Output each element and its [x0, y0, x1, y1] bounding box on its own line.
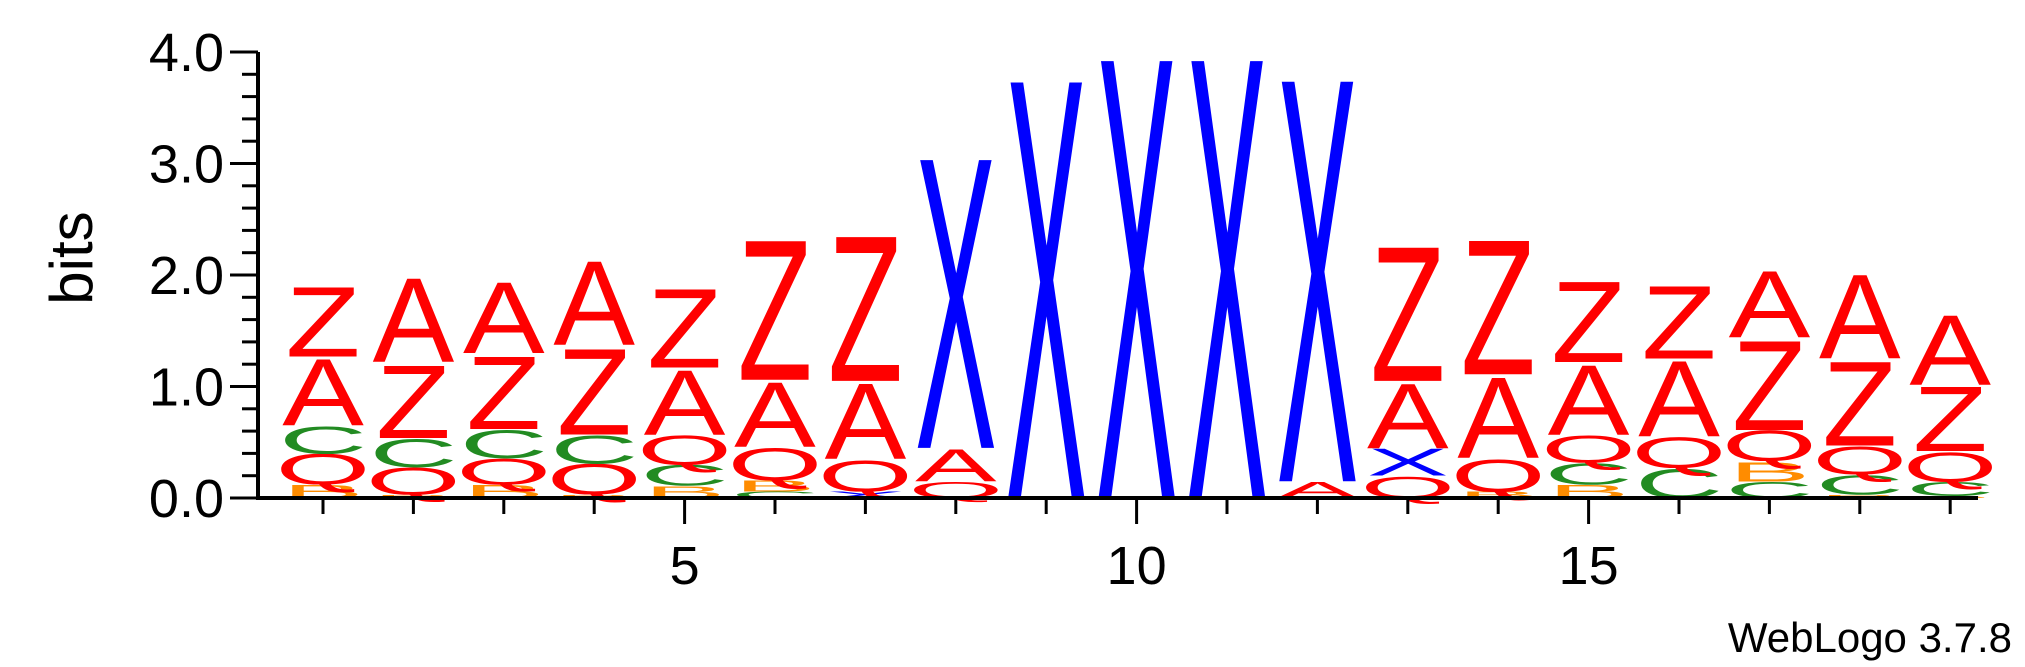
- y-tick-label: 1.0: [149, 358, 224, 418]
- logo-letter-z: Z: [1370, 206, 1445, 422]
- logo-letter-z: Z: [466, 335, 541, 452]
- logo-letter-a: A: [1819, 249, 1901, 384]
- logo-letter-a: A: [644, 351, 726, 454]
- y-tick-label: 0.0: [149, 469, 224, 529]
- logo-letter-b: B: [1729, 456, 1811, 487]
- logo-letter-q: Q: [1722, 422, 1817, 470]
- logo-letter-z: Z: [1551, 258, 1626, 387]
- y-tick-label: 2.0: [149, 246, 224, 306]
- logo-letter-z: Z: [1732, 313, 1807, 457]
- logo-letter-a: A: [553, 236, 635, 371]
- y-axis: 0.0 1.0 2.0 3.0 4.0: [149, 23, 260, 529]
- logo-letter-q: Q: [637, 427, 732, 474]
- logo-letter-b: B: [734, 477, 816, 494]
- logo-letter-x: X: [1186, 0, 1268, 633]
- logo-letter-x: X: [915, 71, 997, 538]
- logo-letter-a: A: [1638, 339, 1720, 460]
- logo-letter-a: A: [1729, 251, 1811, 358]
- y-tick-label: 4.0: [149, 23, 224, 83]
- logo-letter-c: C: [279, 419, 367, 462]
- logo-letter-a: A: [915, 439, 997, 491]
- logo-letter-c: C: [640, 459, 728, 492]
- x-tick-label: 10: [1107, 536, 1167, 596]
- logo-letter-a: A: [373, 253, 455, 388]
- y-axis-label: bits: [38, 211, 105, 304]
- logo-letter-q: Q: [818, 451, 913, 501]
- logo-letter-x: X: [1096, 0, 1178, 633]
- logo-letter-a: A: [1367, 365, 1449, 468]
- logo-letter-z: Z: [286, 266, 361, 378]
- logo-letter-z: Z: [1461, 200, 1536, 416]
- logo-letter-q: Q: [275, 446, 370, 494]
- logo-letter-q: Q: [727, 438, 822, 490]
- logo-letter-a: A: [1909, 294, 1991, 406]
- logo-letter-z: Z: [828, 193, 903, 426]
- logo-letter-z: Z: [647, 265, 722, 392]
- logo-letter-x: X: [1367, 441, 1449, 484]
- logo-letter-x: X: [1005, 0, 1087, 627]
- logo-letter-q: Q: [1903, 444, 1998, 491]
- logo-letter-b: B: [1457, 490, 1539, 500]
- x-axis: 5 10 15: [256, 496, 1978, 596]
- logo-letter-a: A: [1457, 354, 1539, 483]
- logo-letter-x: X: [825, 490, 907, 500]
- logo-letter-q: Q: [1812, 439, 1907, 484]
- logo-letter-a: A: [463, 261, 545, 375]
- logo-letter-q: Q: [1541, 428, 1636, 471]
- x-tick-label: 15: [1559, 536, 1619, 596]
- logo-letter-z: Z: [557, 324, 632, 462]
- logo-letter-a: A: [734, 364, 816, 467]
- x-tick-label: 5: [670, 536, 700, 596]
- logo-letter-c: C: [1906, 478, 1994, 500]
- logo-letter-z: Z: [1913, 368, 1988, 471]
- logo-letter-c: C: [1544, 457, 1632, 492]
- logo-letter-z: Z: [376, 344, 451, 461]
- logo-letter-c: C: [1816, 470, 1904, 501]
- logo-letter-c: C: [460, 422, 548, 467]
- logo-letter-a: A: [825, 361, 907, 482]
- logo-letter-z: Z: [738, 199, 813, 424]
- logo-letter-c: C: [731, 490, 819, 500]
- letter-stacks: BQCAZBQCZABQCZABQCZABCQAZCBQAZXQAZQAXXXX…: [275, 0, 1997, 633]
- logo-letter-a: A: [282, 339, 364, 446]
- logo-letter-q: Q: [456, 451, 551, 493]
- logo-letter-q: Q: [1631, 429, 1726, 477]
- logo-letter-z: Z: [1642, 265, 1717, 382]
- logo-letter-c: C: [369, 431, 457, 476]
- logo-letter-c: C: [550, 428, 638, 473]
- logo-letter-q: Q: [1451, 449, 1546, 501]
- y-tick-label: 3.0: [149, 135, 224, 195]
- weblogo-credit: WebLogo 3.7.8: [1728, 614, 2012, 661]
- logo-letter-z: Z: [1822, 336, 1897, 471]
- logo-letter-a: A: [1548, 344, 1630, 456]
